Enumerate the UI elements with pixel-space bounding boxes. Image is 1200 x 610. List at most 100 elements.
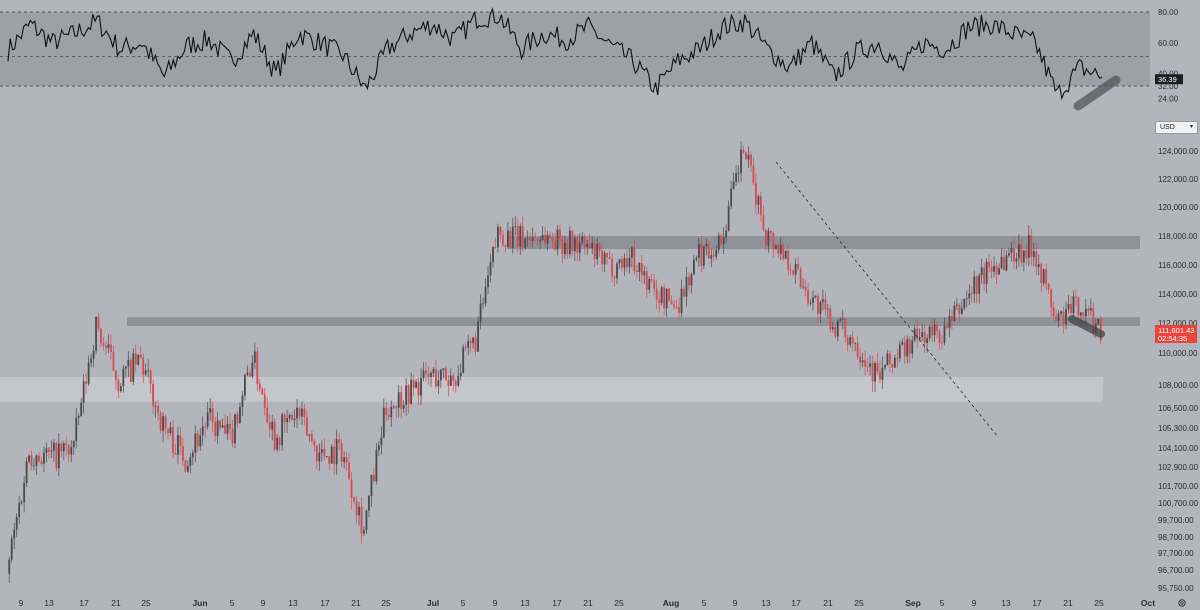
candle-body [499, 226, 502, 235]
candle-body [675, 306, 678, 308]
candle-body [690, 274, 693, 286]
x-axis-day-tick: 13 [761, 598, 771, 608]
candle-body [1089, 308, 1092, 311]
x-axis-day-tick: 9 [972, 598, 977, 608]
candle-body [566, 243, 569, 255]
candle-body [1057, 313, 1060, 321]
candle-body [616, 263, 618, 279]
candle-body [363, 530, 365, 534]
candle-body [601, 251, 604, 265]
candle-body [439, 369, 442, 381]
candle-body [916, 328, 919, 339]
candle-body [1097, 318, 1100, 324]
candle-body [452, 375, 455, 381]
candle-body [727, 206, 730, 231]
candle-body [1077, 297, 1080, 316]
candle-body [814, 295, 817, 298]
candle-body [958, 304, 961, 314]
candle-body [338, 439, 341, 444]
candle-body [402, 405, 405, 409]
candle-body [40, 461, 43, 464]
candle-body [519, 226, 522, 247]
candle-body [876, 362, 879, 372]
candle-body [658, 299, 661, 304]
candle-body [236, 414, 239, 424]
candle-body [35, 455, 38, 466]
candle-body [938, 330, 941, 343]
candle-body [921, 331, 924, 338]
candle-body [685, 276, 688, 297]
candle-body [844, 318, 847, 338]
x-axis-day-tick: 9 [733, 598, 738, 608]
candle-body [387, 414, 390, 418]
candle-body [231, 428, 234, 444]
candle-body [62, 443, 65, 452]
candle-body [459, 373, 462, 377]
candle-body [276, 437, 279, 450]
candle-body [127, 359, 130, 367]
currency-dropdown[interactable]: USD ▾ [1155, 121, 1198, 134]
candle-body [152, 383, 155, 407]
candle-body [234, 414, 236, 444]
candle-body [437, 380, 440, 387]
price-axis-tick: 110,000.00 [1158, 349, 1198, 358]
candle-body [385, 407, 388, 415]
gear-icon[interactable] [1177, 598, 1187, 608]
candle-body [623, 258, 626, 268]
candle-body [1025, 250, 1028, 258]
x-axis-day-tick: 13 [44, 598, 54, 608]
candle-body [18, 503, 21, 518]
candle-body [45, 448, 48, 453]
candle-body [712, 255, 715, 257]
candle-body [174, 453, 177, 455]
candle-body [626, 258, 628, 268]
price-axis-tick: 98,700.00 [1158, 533, 1194, 542]
candle-body [700, 243, 703, 266]
candle-body [422, 370, 425, 378]
candlestick-series [8, 141, 1102, 584]
candle-body [544, 235, 546, 244]
candle-body [241, 395, 244, 407]
candle-body [596, 243, 599, 260]
candle-body [343, 457, 346, 462]
candle-body [253, 351, 256, 363]
candle-body [224, 425, 226, 434]
candle-body [487, 275, 489, 288]
annotations [775, 161, 1105, 438]
candle-body [226, 423, 229, 434]
candle-body [874, 362, 876, 382]
candle-body [509, 230, 512, 248]
candle-body [169, 427, 172, 434]
zone-support-mid [127, 317, 1140, 326]
price-axis-tick: 97,700.00 [1158, 549, 1194, 558]
x-axis-month-tick: Jul [427, 598, 439, 608]
candle-body [1092, 308, 1095, 334]
candle-body [869, 363, 871, 367]
candle-body [645, 271, 648, 290]
candle-body [1027, 235, 1030, 258]
candle-body [936, 324, 938, 331]
candle-body [762, 215, 765, 230]
candle-body [638, 263, 641, 273]
candle-body [777, 245, 780, 254]
candle-body [375, 450, 378, 482]
candle-body [142, 357, 145, 375]
candle-body [1037, 264, 1040, 267]
candle-body [750, 154, 752, 166]
candle-body [881, 367, 884, 380]
candle-body [968, 293, 971, 299]
candle-body [100, 328, 102, 344]
candle-body [229, 423, 231, 429]
candle-body [767, 230, 770, 246]
candle-body [608, 257, 611, 260]
candle-body [1000, 256, 1003, 269]
candle-body [531, 237, 534, 241]
price-axis-tick: 114,000.00 [1158, 290, 1198, 299]
candle-body [67, 444, 70, 455]
candle-body [707, 243, 710, 259]
candle-body [80, 402, 83, 417]
candle-body [628, 257, 631, 268]
price-zones [0, 236, 1140, 402]
candle-body [797, 263, 800, 269]
